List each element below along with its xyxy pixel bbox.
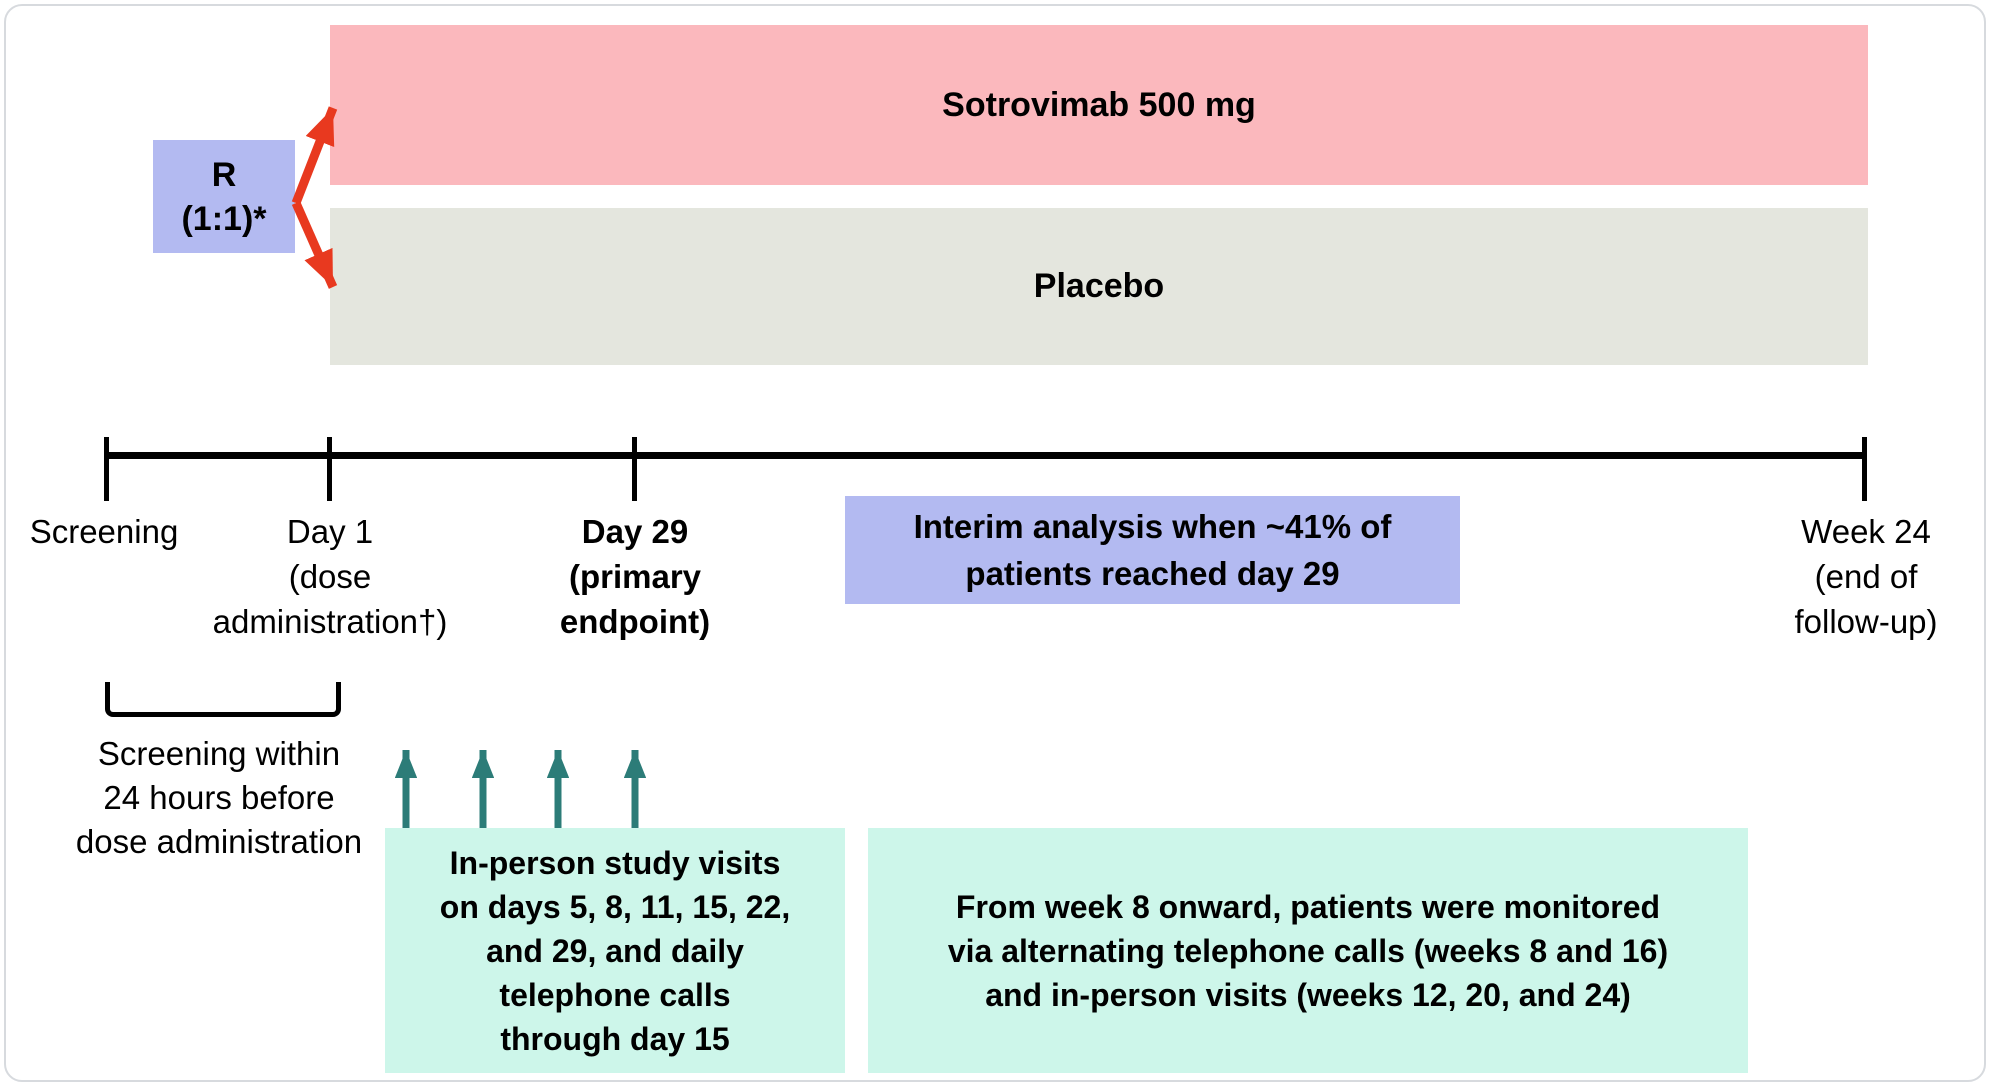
randomization-r-label: R (211, 155, 237, 194)
tick-label-line: Screening (29, 513, 179, 550)
tick-label-line: endpoint) (559, 603, 711, 640)
tick-label-day29: Day 29 (primary endpoint) (560, 509, 710, 644)
timeline-tick-screening (104, 437, 109, 501)
timeline-tick-day1 (327, 437, 332, 501)
tick-label-line: Day 29 (581, 513, 689, 550)
tick-label-line: (primary (568, 558, 702, 595)
randomization-ratio-label: (1:1)* (181, 199, 267, 238)
tick-label-line: follow-up) (1794, 603, 1938, 640)
in-person-visits-line: through day 15 (500, 1020, 730, 1057)
tick-label-line: (end of (1814, 558, 1918, 595)
screening-note-line: dose administration (75, 823, 363, 860)
monitoring-note-box: From week 8 onward, patients were monito… (868, 828, 1748, 1073)
in-person-visits-line: and 29, and daily (486, 932, 744, 969)
timeline-tick-day29 (632, 437, 637, 501)
monitoring-note-line: and in-person visits (weeks 12, 20, and … (985, 976, 1631, 1013)
timeline-axis (107, 452, 1867, 459)
arm-bar-sotrovimab-label: Sotrovimab 500 mg (942, 85, 1256, 124)
interim-analysis-line: Interim analysis when ~41% of (913, 508, 1392, 545)
timeline-tick-week24 (1862, 437, 1867, 501)
tick-label-line: Week 24 (1801, 513, 1931, 550)
monitoring-note-line: via alternating telephone calls (weeks 8… (947, 932, 1669, 969)
arm-bar-sotrovimab: Sotrovimab 500 mg (330, 25, 1868, 185)
visit-arrows (394, 750, 646, 832)
arm-bar-placebo-label: Placebo (1033, 267, 1165, 305)
tick-label-line: (dose (288, 558, 372, 595)
interim-analysis-box: Interim analysis when ~41% of patients r… (845, 496, 1460, 604)
in-person-visits-line: on days 5, 8, 11, 15, 22, (439, 888, 791, 925)
tick-label-line: Day 1 (286, 513, 374, 550)
screening-note-line: Screening within (97, 735, 341, 772)
randomization-arrow-up-icon (291, 106, 338, 205)
arm-bar-placebo: Placebo (330, 208, 1868, 365)
monitoring-note-line: From week 8 onward, patients were monito… (955, 888, 1661, 925)
screening-window-note: Screening within 24 hours before dose ad… (76, 732, 362, 864)
randomization-arrows (291, 106, 338, 289)
tick-label-screening: Screening (30, 509, 179, 554)
tick-label-line: administration†) (212, 603, 448, 640)
in-person-visits-box: In-person study visits on days 5, 8, 11,… (385, 828, 845, 1073)
screening-note-line: 24 hours before (103, 779, 335, 816)
interim-analysis-line: patients reached day 29 (965, 555, 1340, 592)
tick-label-day1: Day 1 (dose administration†) (213, 509, 448, 644)
tick-label-week24: Week 24 (end of follow-up) (1794, 509, 1937, 644)
in-person-visits-line: telephone calls (499, 976, 731, 1013)
screening-window-bracket (105, 682, 341, 717)
in-person-visits-line: In-person study visits (449, 844, 781, 881)
randomization-arrow-down-icon (291, 201, 338, 289)
randomization-box: R (1:1)* (153, 140, 295, 253)
